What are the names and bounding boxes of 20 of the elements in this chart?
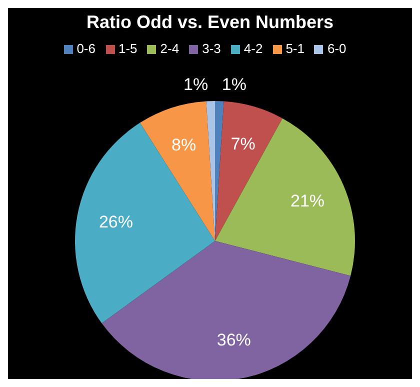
legend-label: 2-4 [160, 41, 180, 56]
data-label: 1% [222, 74, 247, 94]
legend-label: 3-3 [202, 41, 221, 56]
pie-slice [75, 122, 215, 324]
chart-title: Ratio Odd vs. Even Numbers [85, 11, 335, 34]
pie-slice [215, 101, 282, 241]
data-label: 26% [98, 212, 133, 232]
data-label: 8% [172, 136, 196, 155]
pie-slice [140, 101, 215, 241]
legend-label: 1-5 [118, 41, 138, 56]
data-label: 21% [290, 191, 325, 210]
data-label: 36% [216, 330, 251, 350]
data-label: 1% [183, 74, 208, 94]
legend-label: 6-0 [327, 41, 346, 56]
legend-label: 5-1 [286, 41, 304, 56]
legend-label: 0-6 [76, 41, 96, 56]
pie-slice [215, 118, 355, 276]
legend-label: 4-2 [244, 41, 263, 56]
pie-slice [102, 241, 351, 379]
data-label: 7% [230, 134, 256, 154]
